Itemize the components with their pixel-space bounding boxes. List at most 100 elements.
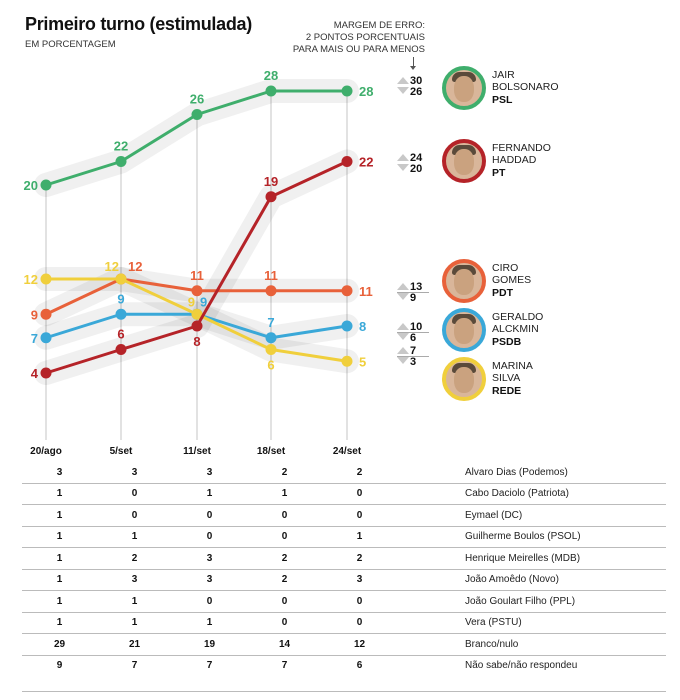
candidate-photo xyxy=(442,308,486,352)
data-point xyxy=(40,367,52,379)
data-label: 12 xyxy=(24,272,38,287)
table-cell-value: 2 xyxy=(247,547,322,570)
table-cell-value: 1 xyxy=(22,612,97,634)
table-row: 1 1 1 0 0 Vera (PSTU) xyxy=(22,612,666,634)
data-point xyxy=(341,355,353,367)
table-cell-value: 1 xyxy=(322,526,397,548)
data-label: 11 xyxy=(264,268,278,283)
table-cell-value: 1 xyxy=(22,526,97,548)
data-label: 9 xyxy=(117,291,124,306)
triangle-up-icon xyxy=(397,154,409,161)
data-label: 20 xyxy=(24,178,38,193)
candidate-legend-ciro: CIRO GOMES PDT xyxy=(442,259,662,319)
table-cell-value: 3 xyxy=(172,569,247,591)
table-row: 1 1 0 0 1 Guilherme Boulos (PSOL) xyxy=(22,526,666,548)
table-cell-value: 19 xyxy=(172,633,247,656)
data-label: 5 xyxy=(359,354,366,369)
table-row: 1 3 3 2 3 João Amoêdo (Novo) xyxy=(22,569,666,591)
data-point xyxy=(265,332,277,344)
margin-arrow-line xyxy=(413,57,414,67)
candidate-photo xyxy=(442,259,486,303)
triangle-down-icon xyxy=(397,164,409,171)
margin-note-line: 2 PONTOS PORCENTUAIS xyxy=(305,32,425,43)
data-label: 12 xyxy=(105,259,119,274)
triangle-down-icon xyxy=(397,293,409,300)
data-label: 6 xyxy=(117,327,124,342)
candidate-photo xyxy=(442,66,486,110)
x-tick-label: 18/set xyxy=(256,446,286,457)
table-cell-value: 7 xyxy=(206,660,213,672)
data-label: 22 xyxy=(359,155,373,170)
candidate-legend-alckmin: GERALDO ALCKMIN PSDB xyxy=(442,308,662,368)
table-cell-value: 2 xyxy=(247,569,322,591)
table-cell-value: 0 xyxy=(172,590,247,613)
table-cell-value: 0 xyxy=(322,483,397,505)
table-row: 1 0 1 1 0 Cabo Daciolo (Patriota) xyxy=(22,483,666,505)
data-label: 9 xyxy=(31,307,38,322)
table-cell-value: 0 xyxy=(322,504,397,527)
table-row: 1 1 0 0 0 João Goulart Filho (PPL) xyxy=(22,590,666,613)
range-high: 13 xyxy=(410,281,423,293)
table-cell-value: 0 xyxy=(322,612,397,634)
triangle-down-icon xyxy=(397,333,409,340)
triangle-up-icon xyxy=(397,77,409,84)
table-cell-value: 1 xyxy=(97,590,172,613)
table-cell-value: 2 xyxy=(322,547,397,570)
table-row: 3 3 3 2 2 Alvaro Dias (Podemos) xyxy=(22,462,666,484)
data-point xyxy=(115,273,127,285)
bottom-divider xyxy=(22,691,666,692)
table-cell-value: 1 xyxy=(172,612,247,634)
data-label: 28 xyxy=(264,68,278,83)
data-label: 22 xyxy=(114,139,128,154)
table-gap xyxy=(397,483,435,505)
triangle-up-icon xyxy=(397,323,409,330)
table-gap xyxy=(397,462,435,484)
table-row-label: Branco/nulo xyxy=(435,633,666,656)
table-cell-value: 1 xyxy=(22,483,97,505)
table-cell-value: 3 xyxy=(172,547,247,570)
table-cell-value: 0 xyxy=(172,526,247,548)
triangle-down-icon xyxy=(397,357,409,364)
table-gap xyxy=(397,547,435,570)
data-label: 8 xyxy=(193,334,200,349)
candidate-name: MARINA SILVA xyxy=(492,360,533,384)
x-tick-label: 5/set xyxy=(109,446,133,457)
table-cell-value: 2 xyxy=(247,462,322,484)
table-gap xyxy=(397,504,435,527)
chart-title: Primeiro turno (estimulada) xyxy=(25,14,252,34)
table-cell-value: 0 xyxy=(247,590,322,613)
range-high: 24 xyxy=(410,152,423,164)
data-point xyxy=(115,308,127,320)
data-label: 11 xyxy=(359,284,373,299)
candidate-name: JAIR BOLSONARO xyxy=(492,69,559,93)
range-low: 20 xyxy=(410,163,423,175)
data-point xyxy=(341,85,353,97)
table-row: 1 0 0 0 0 Eymael (DC) xyxy=(22,504,666,527)
table-cell-value: 1 xyxy=(22,504,97,527)
table-gap xyxy=(397,590,435,613)
data-point xyxy=(40,273,52,285)
table-gap xyxy=(397,655,435,676)
data-point xyxy=(115,156,127,167)
data-point xyxy=(265,85,277,97)
candidate-name: FERNANDO HADDAD xyxy=(492,142,551,166)
data-point xyxy=(191,308,203,320)
table-cell-value: 29 xyxy=(22,633,97,656)
range-low: 6 xyxy=(410,332,417,344)
x-tick-label: 20/ago xyxy=(30,446,62,457)
table-cell-value: 1 xyxy=(22,547,97,570)
table-cell-value: 6 xyxy=(356,660,363,672)
table-row-label: Henrique Meirelles (MDB) xyxy=(435,547,666,570)
table-cell-value: 1 xyxy=(172,483,247,505)
data-point xyxy=(115,344,127,355)
range-divider xyxy=(397,332,429,333)
arrow-down-icon xyxy=(410,66,416,70)
table-cell-value: 1 xyxy=(22,590,97,613)
table-cell-value: 1 xyxy=(22,569,97,591)
candidate-party: REDE xyxy=(492,385,522,397)
table-cell-value: 0 xyxy=(247,612,322,634)
candidate-photo xyxy=(442,139,486,183)
data-label: 26 xyxy=(190,92,204,107)
table-cell-value: 3 xyxy=(97,462,172,484)
